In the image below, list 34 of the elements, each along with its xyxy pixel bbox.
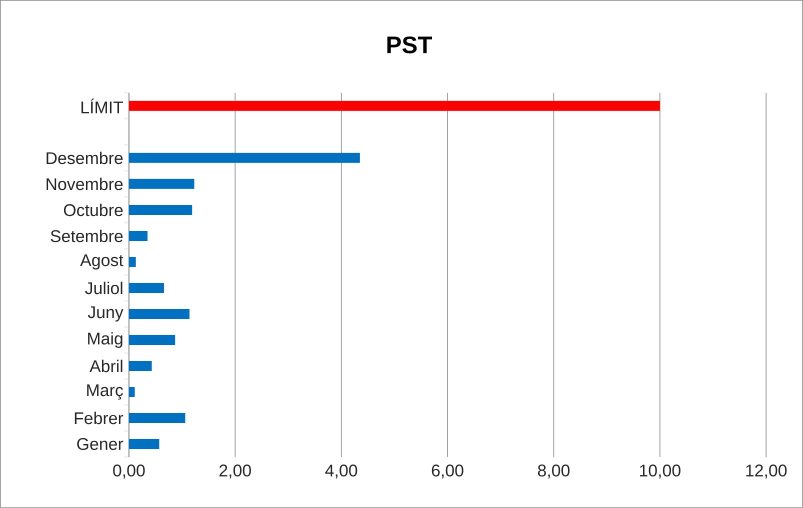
y-tick-label: Juliol [85,282,122,294]
y-tick-label: Desembre [46,152,123,164]
bar [128,152,360,163]
x-tick-label: 4,00 [325,464,358,479]
y-tick-label: Juny [88,306,124,322]
bar [128,309,190,319]
bar [128,361,152,372]
x-tick-label: 0,00 [113,464,145,479]
y-tick-label: Maig [88,332,122,348]
y-tick-label: Novembre [46,178,123,190]
bar [128,178,194,189]
bar [128,100,660,111]
y-tick-label: Agost [80,254,124,270]
y-tick-label: Febrer [74,412,124,424]
y-tick-label: LÍMIT [82,98,124,114]
y-tick-label: Setembre [50,230,123,242]
y-tick-label: Abril [90,360,122,372]
bar [128,256,136,267]
x-tick-label: 8,00 [538,464,570,479]
chart-title: PST [387,36,432,54]
x-tick-label: 12,00 [746,464,787,479]
bar [128,387,135,398]
bar [128,439,160,450]
bar [128,230,148,241]
y-tick-label: Octubre [64,204,123,216]
y-tick-label: Març [87,384,123,400]
x-tick-label: 6,00 [432,464,464,479]
x-tick-label: 2,00 [220,464,251,479]
bar [128,204,192,215]
y-tick-label: Gener [77,438,124,450]
bar [128,282,164,293]
bar [128,413,186,424]
bar [128,335,176,346]
x-tick-label: 10,00 [640,464,680,479]
